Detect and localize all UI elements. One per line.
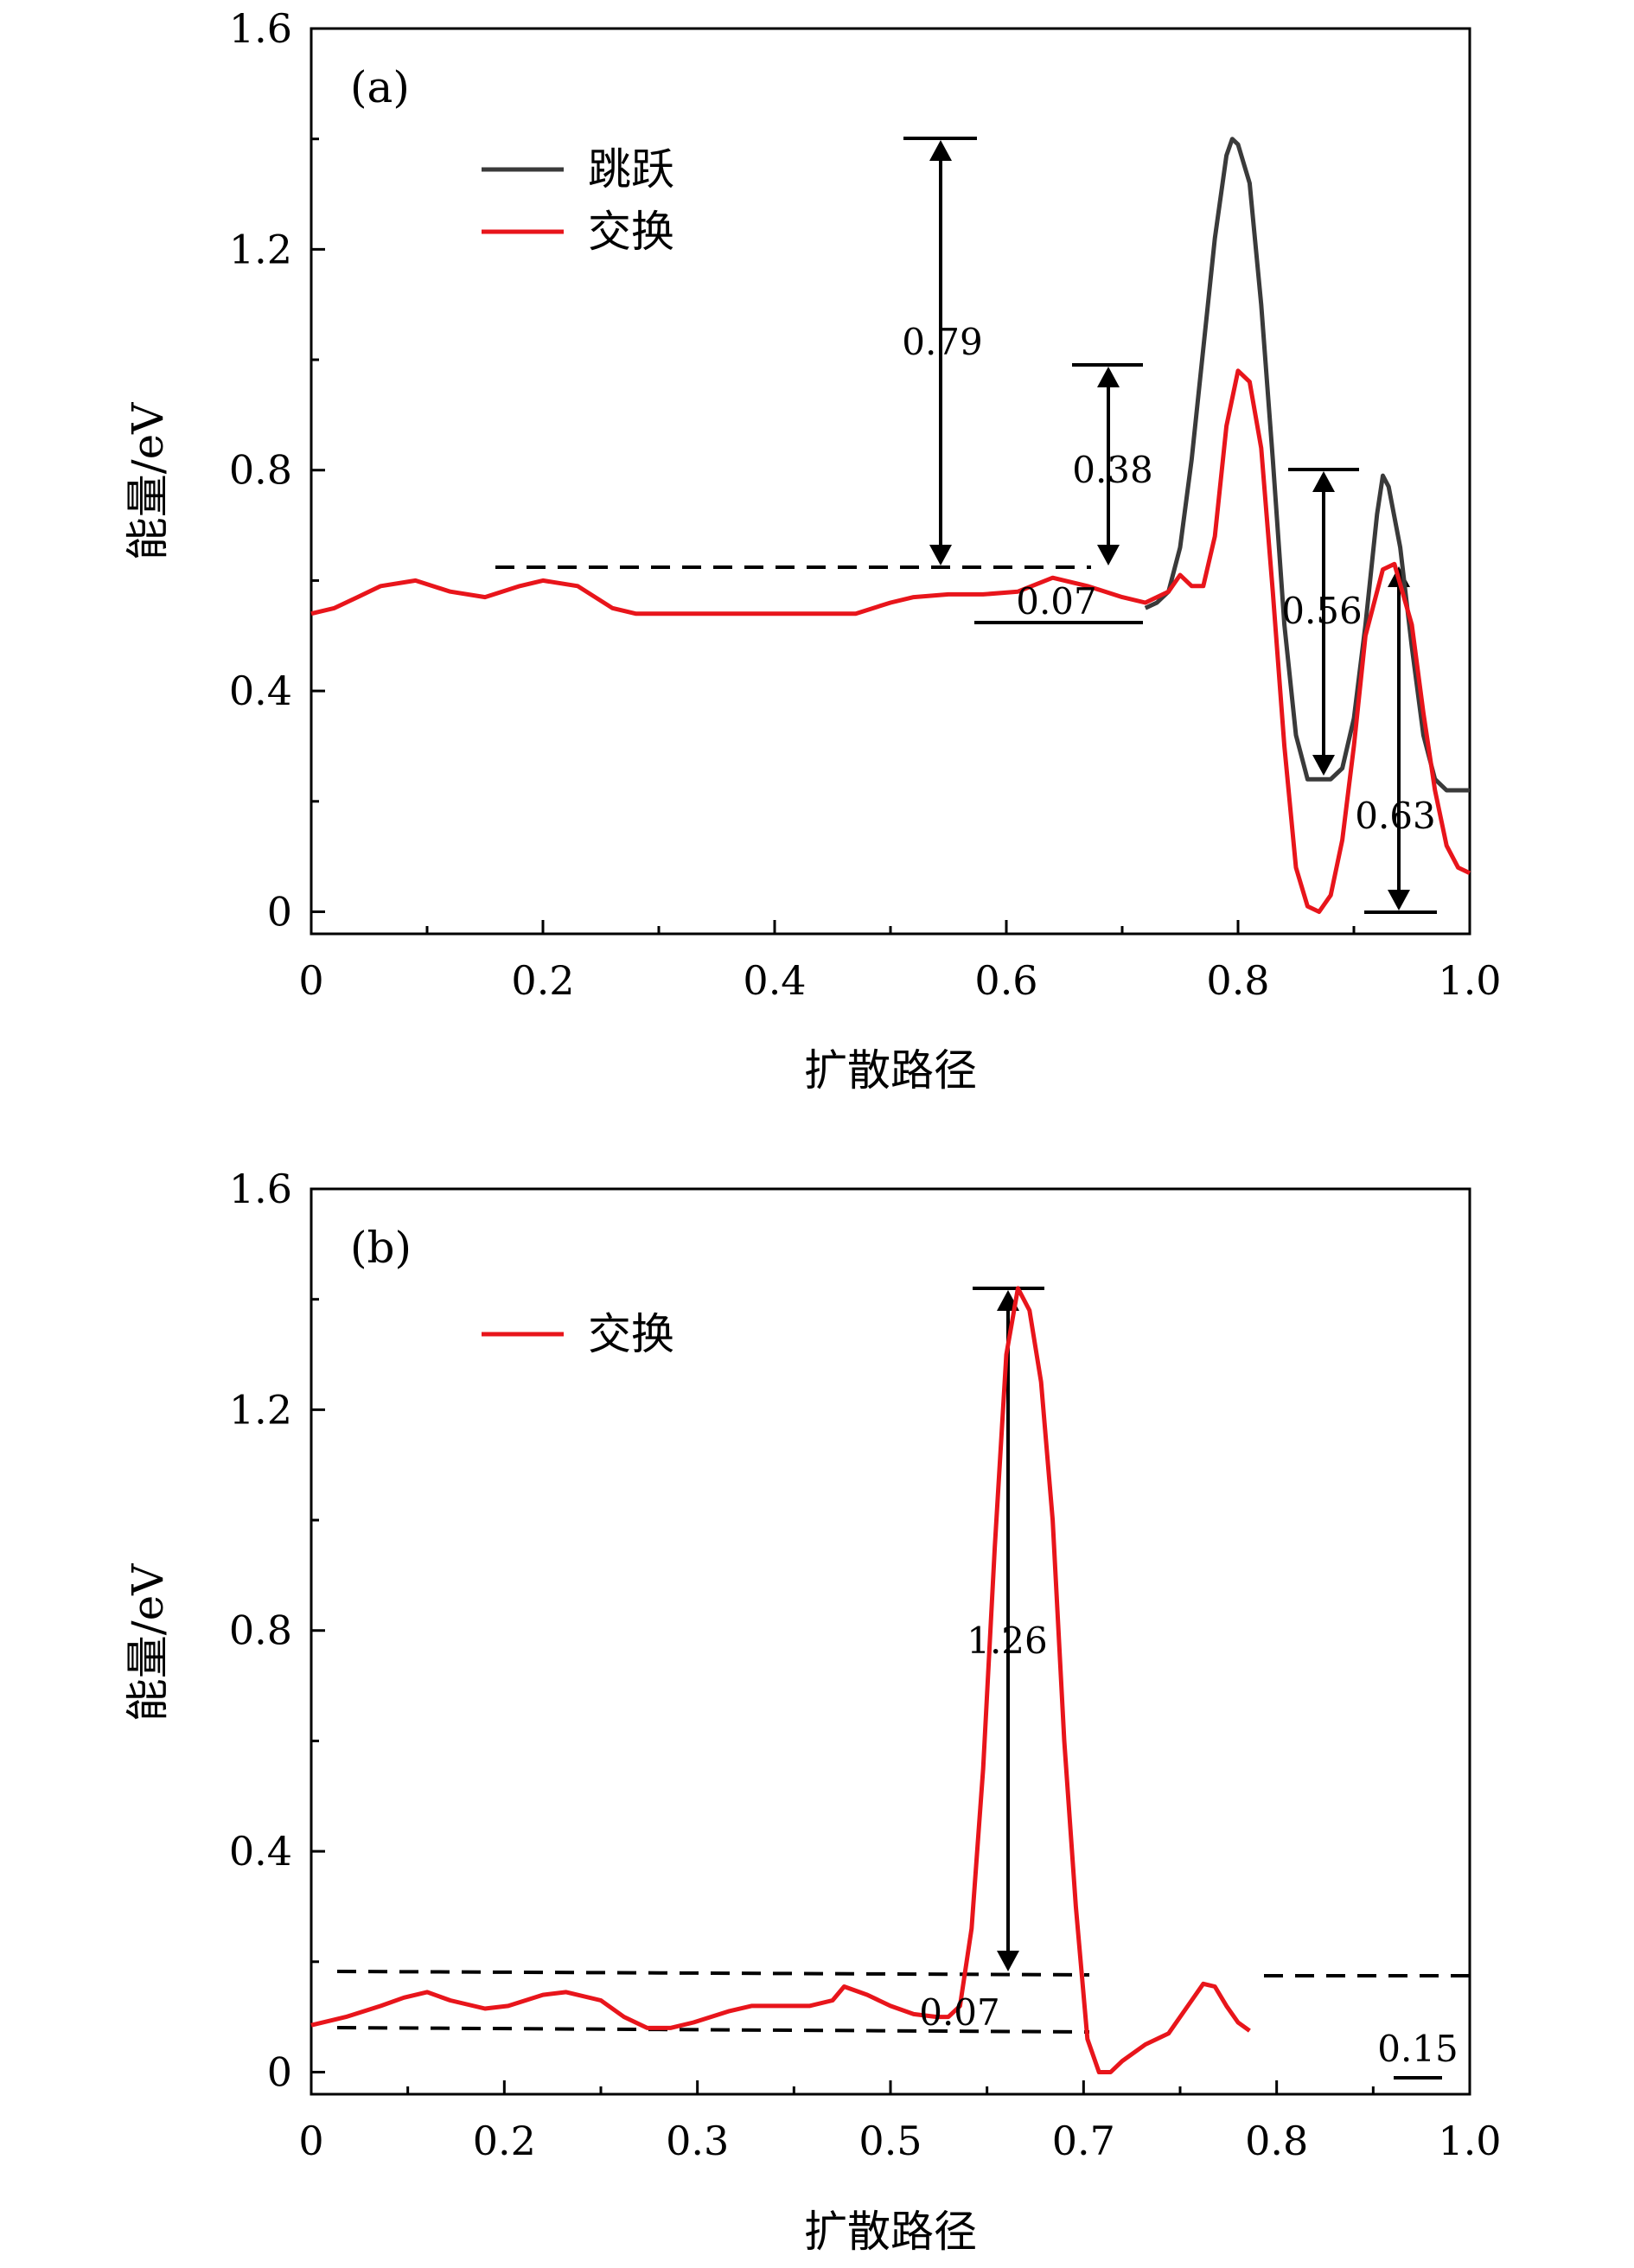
panel-b-ticks: 0 0.2 0.3 0.5 0.7 0.8 1.0 0 0.4 0.8 1.2 1.6	[229, 1166, 1502, 2164]
dashed-line-lower	[336, 2026, 1090, 2034]
y-axis-title-a: 能量/eV	[123, 402, 173, 560]
y-tick-label-b-2: 0.8	[229, 1607, 292, 1654]
annotation-0.15: 0.15	[1377, 2028, 1458, 2070]
x-tick-label-b-3: 0.5	[858, 2118, 922, 2164]
legend-a: 跳跃 交换	[482, 144, 674, 257]
panel-a: 0 0.2 0.4 0.6 0.8 1.0 0 0.4 0.8 1.2 1.6	[123, 5, 1502, 1096]
legend-label-exchange: 交换	[588, 207, 674, 257]
arrowhead-0.79-up	[929, 140, 952, 161]
panel-b-annotation-lines	[336, 1287, 1470, 2080]
x-tick-label-a-5: 1.0	[1438, 957, 1501, 1004]
annotation-0.56: 0.56	[1281, 590, 1363, 632]
arrowhead-0.38-up	[1097, 367, 1120, 387]
arrowhead-0.79-down	[929, 545, 952, 565]
panel-a-frame	[310, 27, 1471, 936]
x-tick-label-b-1: 0.2	[473, 2118, 536, 2164]
x-tick-label-b-5: 0.8	[1245, 2118, 1308, 2164]
annotation-0.07-b: 0.07	[919, 1991, 1000, 2034]
y-tick-label-b-0: 0	[267, 2048, 292, 2095]
panel-b-frame	[310, 1187, 1471, 2096]
arrowhead-0.63-down	[1388, 890, 1410, 910]
series-line-a-1	[310, 368, 1471, 914]
series-line-a-0	[1144, 137, 1470, 793]
annotation-1.26: 1.26	[967, 1620, 1048, 1662]
x-axis-title-b: 扩散路径	[804, 2207, 977, 2257]
annotation-0.07: 0.07	[1016, 580, 1097, 623]
arrowhead-1.26-down	[997, 1951, 1019, 1971]
arrowhead-0.38-down	[1097, 545, 1120, 565]
y-tick-label-a-3: 1.2	[229, 226, 292, 272]
y-tick-label-b-4: 1.6	[229, 1166, 292, 1212]
y-axis-title-b: 能量/eV	[123, 1563, 173, 1722]
panel-b-series	[310, 1286, 1251, 2074]
x-tick-label-b-2: 0.3	[666, 2118, 729, 2164]
dashed-line-upper	[336, 1970, 1090, 1977]
legend-label-exchange-b: 交换	[588, 1309, 674, 1359]
legend-b: 交换	[482, 1309, 674, 1359]
x-axis-title-a: 扩散路径	[804, 1045, 977, 1096]
x-tick-label-a-3: 0.6	[974, 957, 1037, 1004]
series-line-b-0	[310, 1286, 1251, 2074]
panel-a-series	[310, 137, 1471, 914]
y-tick-label-b-3: 1.2	[229, 1386, 292, 1433]
panel-b: 0 0.2 0.3 0.5 0.7 0.8 1.0 0 0.4 0.8 1.2 1.6 1.26 0.…	[123, 1166, 1502, 2257]
legend-label-jump: 跳跃	[588, 144, 674, 195]
x-tick-label-b-0: 0	[298, 2118, 323, 2164]
panel-a-annotation-lines	[495, 137, 1437, 914]
arrowhead-0.56-up	[1312, 471, 1335, 492]
y-tick-label-a-0: 0	[267, 888, 292, 935]
panel-a-ticks: 0 0.2 0.4 0.6 0.8 1.0 0 0.4 0.8 1.2 1.6	[229, 5, 1502, 1004]
x-tick-label-b-6: 1.0	[1438, 2118, 1501, 2164]
panel-label-b: (b)	[350, 1223, 412, 1273]
arrowhead-0.56-down	[1312, 755, 1335, 776]
x-tick-label-a-0: 0	[298, 957, 323, 1004]
y-tick-label-a-2: 0.8	[229, 447, 292, 494]
annotation-0.63: 0.63	[1355, 795, 1436, 837]
y-tick-label-a-1: 0.4	[229, 668, 292, 714]
x-tick-label-b-4: 0.7	[1052, 2118, 1115, 2164]
y-tick-label-a-4: 1.6	[229, 5, 292, 52]
panel-label-a: (a)	[350, 62, 410, 112]
x-tick-label-a-2: 0.4	[743, 957, 806, 1004]
y-tick-label-b-1: 0.4	[229, 1828, 292, 1875]
x-tick-label-a-1: 0.2	[511, 957, 574, 1004]
annotation-0.38: 0.38	[1072, 449, 1153, 491]
x-tick-label-a-4: 0.8	[1206, 957, 1269, 1004]
annotation-0.79: 0.79	[902, 321, 983, 363]
